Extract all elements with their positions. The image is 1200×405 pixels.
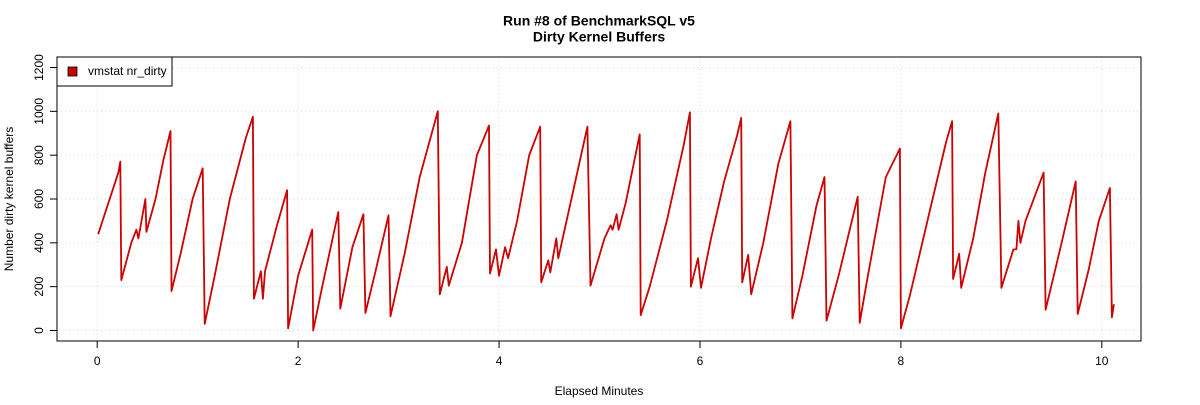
legend-swatch	[67, 66, 78, 77]
y-tick-label: 1000	[32, 98, 46, 125]
chart-subtitle: Dirty Kernel Buffers	[533, 29, 665, 45]
y-tick-label: 800	[32, 145, 46, 165]
y-axis-title: Number dirty kernel buffers	[2, 127, 16, 272]
x-tick-label: 4	[496, 354, 503, 368]
y-tick-label: 600	[32, 189, 46, 209]
y-tick-label: 0	[32, 327, 46, 334]
plot-frame	[56, 56, 1142, 342]
y-tick-label: 1200	[32, 54, 46, 81]
legend-label: vmstat nr_dirty	[88, 64, 167, 78]
x-axis-title: Elapsed Minutes	[555, 384, 644, 398]
y-tick-label: 400	[32, 232, 46, 252]
chart-title: Run #8 of BenchmarkSQL v5	[503, 13, 695, 29]
data-line	[97, 110, 1115, 332]
x-tick-label: 10	[1095, 354, 1109, 368]
x-tick-label: 2	[295, 354, 302, 368]
x-tick-label: 0	[94, 354, 101, 368]
y-tick-label: 200	[32, 276, 46, 296]
x-tick-label: 8	[898, 354, 905, 368]
x-tick-label: 6	[697, 354, 704, 368]
